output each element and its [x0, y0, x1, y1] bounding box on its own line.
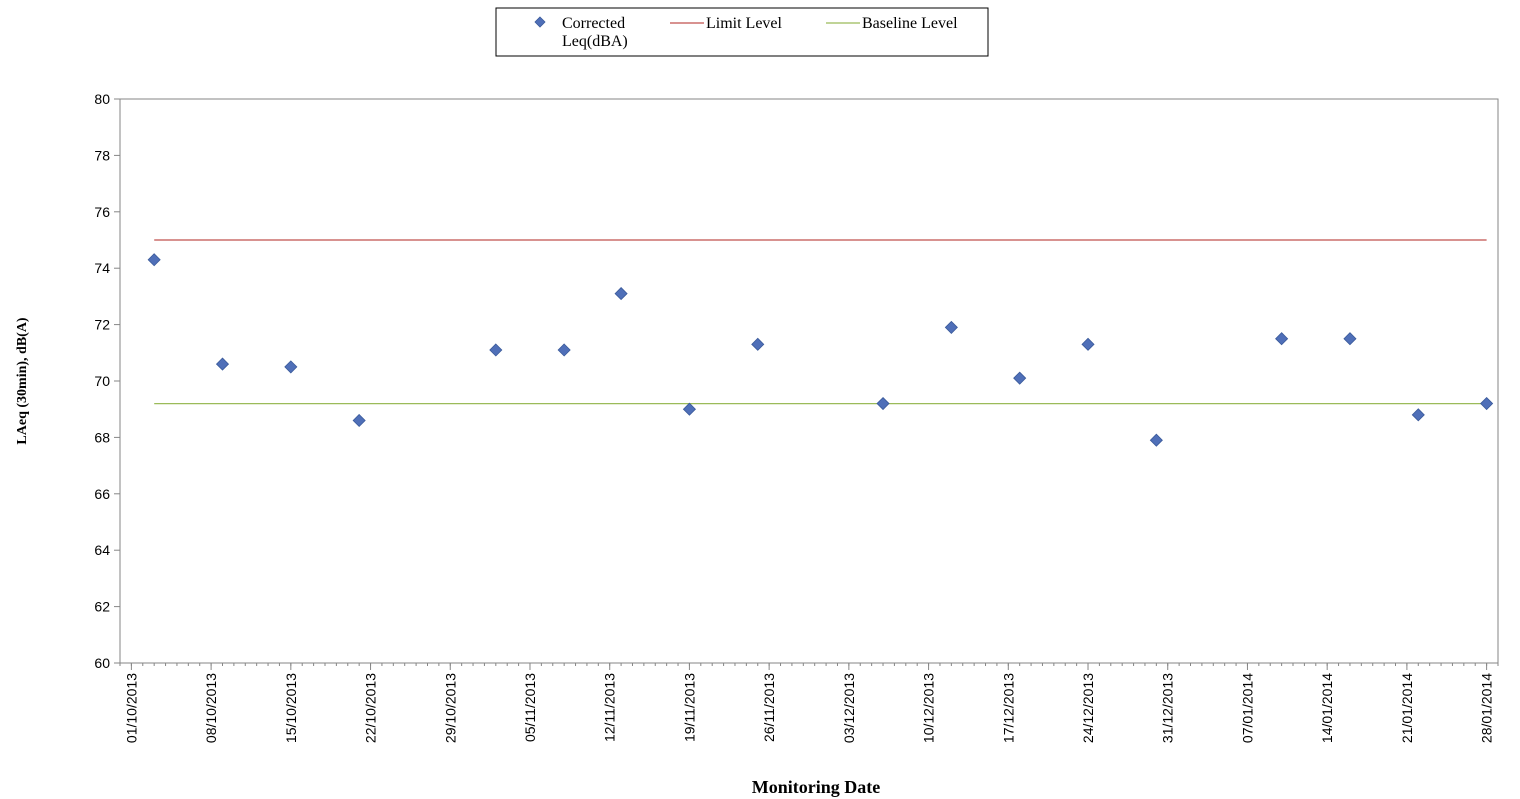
data-point [1480, 396, 1494, 411]
data-point [876, 396, 890, 411]
data-point [682, 402, 696, 416]
data-point [614, 287, 628, 301]
x-tick-label: 08/10/2013 [203, 673, 219, 743]
plot-frame [119, 98, 1499, 664]
data-point [1343, 332, 1357, 346]
x-tick-label: 17/12/2013 [1000, 673, 1016, 743]
x-tick-label: 19/11/2013 [681, 673, 697, 742]
x-tick-label: 01/10/2013 [123, 673, 139, 743]
y-tick-label: 60 [94, 655, 110, 671]
data-point [147, 253, 161, 267]
legend-label: Corrected [562, 15, 625, 32]
legend-label: Leq(dBA) [562, 33, 628, 50]
x-tick-label: 07/01/2014 [1239, 673, 1255, 743]
x-tick-label: 29/10/2013 [442, 673, 458, 743]
data-point [557, 343, 571, 357]
data-point [1081, 337, 1095, 351]
y-tick-label: 74 [94, 260, 110, 276]
y-tick-label: 62 [94, 599, 110, 615]
x-tick-label: 10/12/2013 [921, 673, 937, 743]
y-tick-label: 72 [94, 317, 110, 333]
x-tick-label: 26/11/2013 [761, 673, 777, 742]
x-tick-label: 15/10/2013 [283, 673, 299, 743]
y-axis-title: LAeq (30min), dB(A) [15, 317, 30, 445]
x-axis-title: Monitoring Date [752, 777, 880, 797]
y-tick-label: 76 [94, 204, 110, 220]
x-tick-label: 28/01/2014 [1479, 673, 1495, 743]
y-tick-label: 68 [94, 429, 110, 445]
x-tick-label: 21/01/2014 [1399, 673, 1415, 743]
y-tick-label: 66 [94, 486, 110, 502]
data-point [751, 337, 765, 351]
x-tick-label: 24/12/2013 [1080, 673, 1096, 743]
x-tick-label: 14/01/2014 [1319, 673, 1335, 743]
legend-label: Baseline Level [862, 15, 958, 32]
plot-area: 60 62 64 66 68 70 72 74 76 78 80 01/10/2013 08/10/20… [94, 91, 1499, 743]
data-point [284, 360, 298, 374]
x-tick-label: 22/10/2013 [363, 673, 379, 743]
data-point [1013, 371, 1027, 385]
y-tick-label: 78 [94, 147, 110, 163]
y-tick-label: 80 [94, 91, 110, 107]
data-point [944, 320, 958, 334]
x-tick-label: 31/12/2013 [1160, 673, 1176, 743]
legend-box [495, 7, 989, 57]
legend-marker-diamond [534, 16, 546, 28]
legend-label: Limit Level [706, 15, 783, 32]
y-tick-label: 64 [94, 542, 110, 558]
x-tick-label: 12/11/2013 [602, 673, 618, 742]
data-point [489, 343, 503, 357]
x-tick-label: 05/11/2013 [522, 673, 538, 742]
data-point [1149, 433, 1163, 447]
x-tick-label: 03/12/2013 [841, 673, 857, 743]
data-point [352, 413, 366, 428]
data-point [1411, 408, 1425, 422]
data-point [1275, 332, 1289, 346]
y-tick-label: 70 [94, 373, 110, 389]
data-point [215, 357, 230, 371]
